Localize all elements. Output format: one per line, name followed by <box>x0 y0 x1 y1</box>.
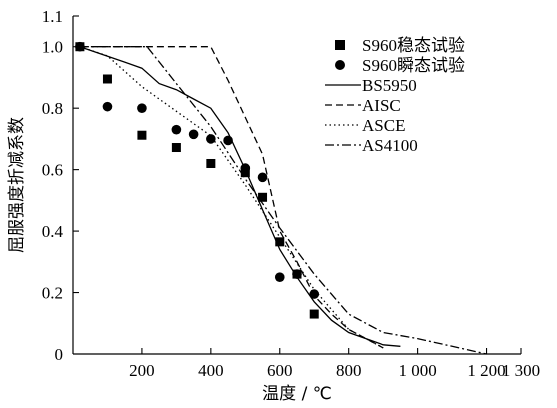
x-tick-label: 400 <box>198 361 224 380</box>
series-line-as4100 <box>79 46 487 355</box>
x-tick-label: 1 000 <box>398 361 436 380</box>
legend-square-marker <box>335 40 345 50</box>
data-point-square <box>258 192 268 202</box>
data-point-circle <box>137 103 147 113</box>
data-point-circle <box>223 135 233 146</box>
data-point-circle <box>171 124 182 135</box>
y-tick-label: 0.8 <box>42 99 63 118</box>
y-tick-label: 0.2 <box>42 284 63 303</box>
data-point-circle <box>309 289 320 299</box>
x-tick-label: 800 <box>336 361 362 380</box>
data-point-circle <box>240 163 251 173</box>
legend-circle-marker <box>335 60 345 70</box>
legend-label: S960稳态试验 <box>362 36 465 55</box>
legend-label: S960瞬态试验 <box>362 56 465 75</box>
data-point-circle <box>206 134 216 144</box>
data-point-square <box>206 158 216 168</box>
axes <box>72 16 521 355</box>
legend-label: BS5950 <box>362 76 417 95</box>
x-axis-title: 温度 / ℃ <box>262 384 332 404</box>
data-point-square <box>309 309 319 319</box>
y-tick-label: 0.6 <box>42 161 63 180</box>
x-tick-label: 200 <box>129 361 155 380</box>
series-line-asce <box>79 46 384 349</box>
y-axis-title: 屈服强度折减系数 <box>7 117 27 253</box>
data-point-circle <box>257 172 268 183</box>
x-tick-label: 600 <box>267 361 293 380</box>
data-point-square <box>171 143 181 153</box>
y-tick-label: 0 <box>55 345 64 364</box>
data-point-circle <box>102 101 113 112</box>
series-markers <box>75 41 320 319</box>
legend-item: ASCE <box>325 116 405 135</box>
legend-label: ASCE <box>362 116 405 135</box>
y-tick-label: 1.0 <box>42 38 63 57</box>
data-point-circle <box>274 272 285 282</box>
data-point-square <box>102 74 112 84</box>
legend-item: S960瞬态试验 <box>335 56 465 75</box>
y-tick-label: 1.1 <box>42 7 63 26</box>
x-tick-label: 1 200 <box>467 361 505 380</box>
series-line-bs5950 <box>79 46 401 347</box>
legend-item: BS5950 <box>325 76 417 95</box>
legend-item: AS4100 <box>325 136 418 155</box>
data-point-circle <box>292 269 302 279</box>
y-tick-label: 0.4 <box>42 222 64 241</box>
legend-item: S960稳态试验 <box>335 36 465 55</box>
data-point-square <box>137 130 147 140</box>
legend-item: AISC <box>325 96 401 115</box>
series-line-aisc <box>79 46 384 349</box>
series-lines <box>79 46 487 355</box>
x-tick-label: 1 300 <box>502 361 540 380</box>
data-point-square <box>275 237 285 247</box>
data-point-circle <box>188 129 199 140</box>
legend-label: AISC <box>362 96 401 115</box>
data-point-circle <box>75 41 85 52</box>
legend-label: AS4100 <box>362 136 418 155</box>
